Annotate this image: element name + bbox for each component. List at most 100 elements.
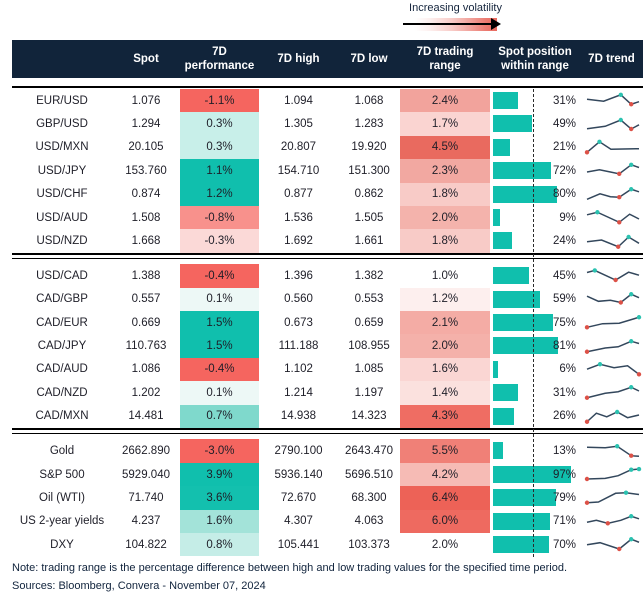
position-bar bbox=[493, 489, 557, 507]
spot-position-cell: 45% bbox=[490, 264, 580, 287]
trading-range-cell: 4.2% bbox=[400, 462, 490, 487]
header-7d-low: 7D low bbox=[350, 52, 388, 65]
spot-position-cell: 24% bbox=[490, 229, 580, 252]
low-value: 103.373 bbox=[348, 538, 390, 551]
trend-cell bbox=[580, 89, 643, 112]
row-label: Oil (WTI) bbox=[39, 491, 85, 504]
trend-cell bbox=[580, 533, 643, 556]
trading-range-cell: 1.8% bbox=[400, 182, 490, 206]
low-value: 1.197 bbox=[354, 386, 384, 399]
spot-position-cell: 21% bbox=[490, 136, 580, 159]
performance-cell: -1.1% bbox=[180, 89, 259, 113]
trading-range-cell: 2.0% bbox=[400, 334, 490, 358]
low-value: 151.300 bbox=[348, 164, 390, 177]
position-label: 75% bbox=[552, 316, 576, 329]
trend-sparkline-icon bbox=[584, 409, 640, 424]
table-row: USD/NZD 1.668 -0.3% 1.692 1.661 1.8% 24% bbox=[12, 229, 643, 253]
trend-cell bbox=[580, 206, 643, 229]
low-value: 108.955 bbox=[348, 340, 390, 353]
position-label: 79% bbox=[552, 491, 576, 504]
trading-range-cell: 2.0% bbox=[400, 533, 490, 557]
high-value: 0.673 bbox=[284, 316, 313, 329]
position-bar bbox=[493, 208, 501, 226]
spot-value: 14.481 bbox=[128, 410, 164, 423]
high-value: 1.305 bbox=[284, 118, 313, 131]
row-label: USD/CAD bbox=[36, 269, 88, 282]
header-rule bbox=[12, 86, 643, 88]
spot-value: 110.763 bbox=[125, 340, 167, 353]
position-bar bbox=[493, 360, 498, 378]
high-value: 14.938 bbox=[280, 410, 317, 423]
spot-position-cell: 97% bbox=[490, 463, 580, 486]
low-value: 1.283 bbox=[354, 118, 384, 131]
low-value: 0.659 bbox=[354, 316, 384, 329]
table-row: S&P 500 5929.040 3.9% 5936.140 5696.510 … bbox=[12, 462, 643, 487]
spot-position-cell: 81% bbox=[490, 334, 580, 357]
trend-sparkline-icon bbox=[586, 186, 640, 200]
high-value: 1.536 bbox=[284, 211, 313, 224]
spot-value: 1.076 bbox=[131, 94, 161, 107]
arrow-head-icon bbox=[491, 18, 501, 30]
row-label: CAD/NZD bbox=[36, 386, 88, 399]
trend-cell bbox=[580, 159, 643, 182]
spot-value: 0.874 bbox=[131, 188, 161, 201]
position-bar bbox=[493, 384, 518, 402]
trading-range-cell: 4.3% bbox=[400, 404, 490, 428]
trading-range-cell: 1.0% bbox=[400, 264, 490, 288]
trading-range-cell: 1.4% bbox=[400, 381, 490, 405]
trading-range-cell: 2.1% bbox=[400, 311, 490, 335]
row-label: CAD/MXN bbox=[35, 410, 89, 423]
spot-value: 0.669 bbox=[131, 316, 161, 329]
position-label: 97% bbox=[552, 468, 576, 481]
high-value: 105.441 bbox=[277, 538, 320, 551]
trend-cell bbox=[580, 264, 643, 287]
row-label: CAD/EUR bbox=[36, 316, 88, 329]
row-label: GBP/USD bbox=[36, 118, 88, 131]
header-7d-trend: 7D trend bbox=[588, 52, 635, 65]
table-row: USD/JPY 153.760 1.1% 154.710 151.300 2.3… bbox=[12, 159, 643, 183]
trend-cell bbox=[580, 486, 643, 509]
trend-sparkline-icon bbox=[586, 513, 640, 526]
row-label: USD/NZD bbox=[36, 235, 88, 248]
high-value: 72.670 bbox=[280, 491, 317, 504]
trend-cell bbox=[580, 463, 643, 486]
table-row: CAD/GBP 0.557 0.1% 0.560 0.553 1.2% 59% bbox=[12, 287, 643, 312]
sources-text: Sources: Bloomberg, Convera - November 0… bbox=[12, 580, 266, 592]
table-row: CAD/JPY 110.763 1.5% 111.188 108.955 2.0… bbox=[12, 334, 643, 358]
position-label: 24% bbox=[552, 235, 576, 248]
trend-sparkline-icon bbox=[586, 234, 640, 249]
position-label: 81% bbox=[552, 340, 576, 353]
legend-label: Increasing volatility bbox=[409, 2, 502, 14]
position-label: 80% bbox=[552, 188, 576, 201]
spot-position-cell: 31% bbox=[490, 381, 580, 404]
high-value: 0.560 bbox=[284, 293, 313, 306]
spot-position-cell: 79% bbox=[490, 486, 580, 509]
position-label: 26% bbox=[552, 410, 576, 423]
trading-range-cell: 6.4% bbox=[400, 486, 490, 510]
position-bar bbox=[493, 92, 518, 109]
trend-sparkline-icon bbox=[586, 162, 640, 177]
range-midpoint-dotted-line bbox=[533, 89, 534, 557]
spot-value: 1.668 bbox=[131, 235, 161, 248]
spot-position-cell: 31% bbox=[490, 89, 580, 112]
low-value: 1.661 bbox=[354, 235, 384, 248]
spot-value: 1.388 bbox=[131, 269, 161, 282]
spot-value: 1.086 bbox=[131, 363, 161, 376]
table-row: GBP/USD 1.294 0.3% 1.305 1.283 1.7% 49% bbox=[12, 112, 643, 136]
trend-cell bbox=[580, 112, 643, 135]
spot-value: 153.760 bbox=[125, 164, 167, 177]
position-label: 71% bbox=[552, 515, 576, 528]
position-bar bbox=[493, 290, 541, 308]
trend-sparkline-icon bbox=[584, 139, 640, 155]
position-label: 21% bbox=[552, 141, 576, 154]
row-label: USD/CHF bbox=[36, 188, 88, 201]
row-label: EUR/USD bbox=[36, 94, 88, 107]
performance-cell: -0.3% bbox=[180, 229, 259, 253]
group-separator bbox=[12, 427, 643, 440]
table-row: US 2-year yields 4.237 1.6% 4.307 4.063 … bbox=[12, 509, 643, 534]
spot-value: 5929.040 bbox=[122, 468, 170, 481]
position-bar bbox=[493, 442, 504, 460]
volatility-legend: Increasing volatility bbox=[403, 2, 508, 31]
trend-sparkline-icon bbox=[586, 92, 640, 107]
